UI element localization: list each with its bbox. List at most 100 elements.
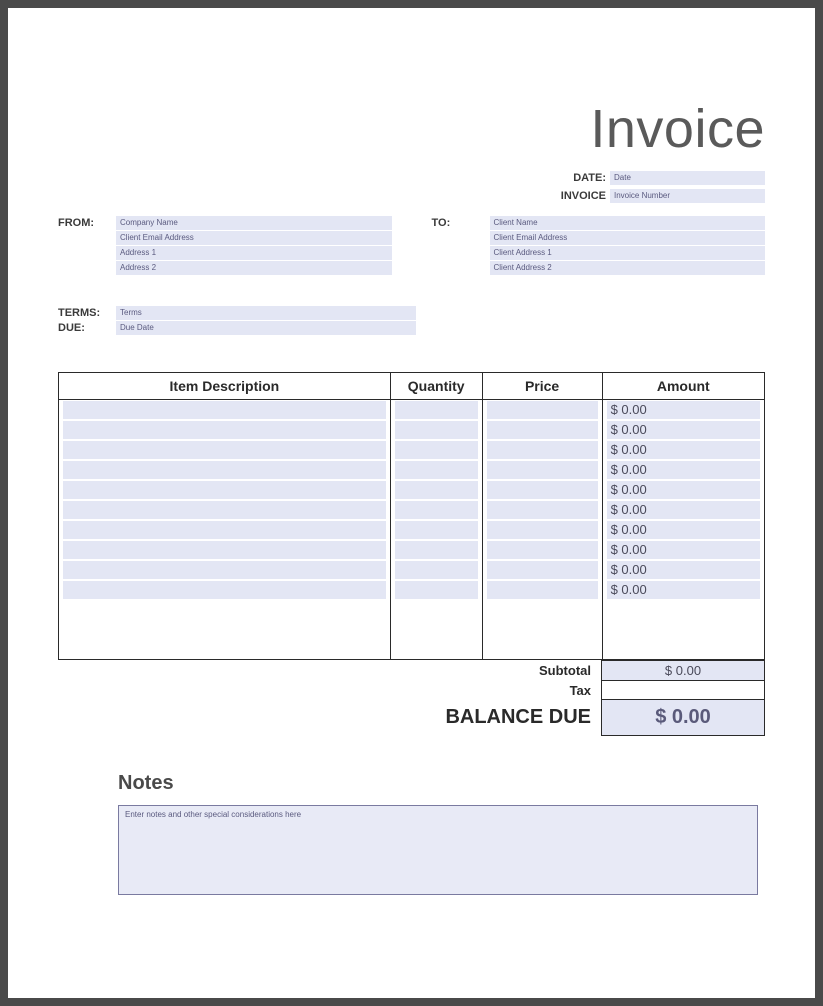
cell-amount: $ 0.00 <box>602 460 764 480</box>
from-company-field[interactable]: Company Name <box>116 216 392 230</box>
cell-amount: $ 0.00 <box>602 520 764 540</box>
cell-quantity[interactable] <box>390 460 482 480</box>
amount-value: $ 0.00 <box>611 542 647 557</box>
amount-value: $ 0.00 <box>611 522 647 537</box>
amount-value: $ 0.00 <box>611 582 647 597</box>
table-row: $ 0.00 <box>59 440 765 460</box>
cell-price[interactable] <box>482 480 602 500</box>
terms-field[interactable]: Terms <box>116 306 416 320</box>
table-row: $ 0.00 <box>59 500 765 520</box>
pad-cell <box>390 600 482 660</box>
balance-label: BALANCE DUE <box>432 700 602 736</box>
cell-description[interactable] <box>59 520 391 540</box>
table-row: $ 0.00 <box>59 560 765 580</box>
to-address1-field[interactable]: Client Address 1 <box>490 246 766 260</box>
cell-price[interactable] <box>482 500 602 520</box>
cell-amount: $ 0.00 <box>602 540 764 560</box>
pad-cell <box>59 600 391 660</box>
cell-price[interactable] <box>482 540 602 560</box>
pad-cell <box>482 600 602 660</box>
cell-amount: $ 0.00 <box>602 560 764 580</box>
table-pad-row <box>59 600 765 660</box>
table-row: $ 0.00 <box>59 420 765 440</box>
cell-price[interactable] <box>482 440 602 460</box>
terms-label: TERMS: <box>58 306 116 320</box>
cell-description[interactable] <box>59 480 391 500</box>
items-table: Item Description Quantity Price Amount $… <box>58 372 765 660</box>
cell-amount: $ 0.00 <box>602 580 764 600</box>
balance-value: $ 0.00 <box>602 700 765 736</box>
to-email-field[interactable]: Client Email Address <box>490 231 766 245</box>
notes-textarea[interactable]: Enter notes and other special considerat… <box>118 805 758 895</box>
cell-description[interactable] <box>59 460 391 480</box>
tax-row: Tax <box>432 681 765 700</box>
cell-amount: $ 0.00 <box>602 420 764 440</box>
notes-heading: Notes <box>118 772 765 795</box>
totals-block: Subtotal $ 0.00 Tax BALANCE DUE $ 0.00 <box>58 660 765 736</box>
cell-price[interactable] <box>482 400 602 420</box>
cell-description[interactable] <box>59 440 391 460</box>
due-date-field[interactable]: Due Date <box>116 321 416 335</box>
header-description: Item Description <box>59 373 391 400</box>
page-title: Invoice <box>58 98 765 160</box>
subtotal-label: Subtotal <box>432 661 602 681</box>
to-address2-field[interactable]: Client Address 2 <box>490 261 766 275</box>
cell-quantity[interactable] <box>390 440 482 460</box>
table-row: $ 0.00 <box>59 540 765 560</box>
subtotal-value: $ 0.00 <box>602 661 765 681</box>
header-quantity: Quantity <box>390 373 482 400</box>
table-row: $ 0.00 <box>59 460 765 480</box>
amount-value: $ 0.00 <box>611 422 647 437</box>
cell-description[interactable] <box>59 420 391 440</box>
cell-quantity[interactable] <box>390 500 482 520</box>
from-address2-field[interactable]: Address 2 <box>116 261 392 275</box>
cell-amount: $ 0.00 <box>602 500 764 520</box>
cell-price[interactable] <box>482 580 602 600</box>
cell-quantity[interactable] <box>390 560 482 580</box>
amount-value: $ 0.00 <box>611 502 647 517</box>
items-header-row: Item Description Quantity Price Amount <box>59 373 765 400</box>
invoice-number-field[interactable]: Invoice Number <box>610 189 765 203</box>
table-row: $ 0.00 <box>59 520 765 540</box>
header-price: Price <box>482 373 602 400</box>
table-row: $ 0.00 <box>59 580 765 600</box>
pad-cell <box>602 600 764 660</box>
cell-price[interactable] <box>482 420 602 440</box>
invoice-number-label: INVOICE <box>561 190 606 202</box>
header-amount: Amount <box>602 373 764 400</box>
table-row: $ 0.00 <box>59 400 765 420</box>
subtotal-row: Subtotal $ 0.00 <box>432 661 765 681</box>
cell-quantity[interactable] <box>390 580 482 600</box>
cell-quantity[interactable] <box>390 420 482 440</box>
cell-quantity[interactable] <box>390 400 482 420</box>
cell-description[interactable] <box>59 580 391 600</box>
cell-amount: $ 0.00 <box>602 480 764 500</box>
tax-label: Tax <box>432 681 602 700</box>
date-label: DATE: <box>573 172 606 184</box>
cell-description[interactable] <box>59 540 391 560</box>
cell-quantity[interactable] <box>390 480 482 500</box>
cell-price[interactable] <box>482 460 602 480</box>
parties-block: FROM: Company Name Client Email Address … <box>58 216 765 276</box>
cell-quantity[interactable] <box>390 520 482 540</box>
to-name-field[interactable]: Client Name <box>490 216 766 230</box>
from-label: FROM: <box>58 216 116 276</box>
meta-block: DATE: Date INVOICE Invoice Number <box>58 168 765 204</box>
cell-price[interactable] <box>482 560 602 580</box>
terms-block: TERMS: DUE: Terms Due Date <box>58 306 765 336</box>
amount-value: $ 0.00 <box>611 442 647 457</box>
table-row: $ 0.00 <box>59 480 765 500</box>
amount-value: $ 0.00 <box>611 462 647 477</box>
cell-description[interactable] <box>59 400 391 420</box>
from-address1-field[interactable]: Address 1 <box>116 246 392 260</box>
cell-price[interactable] <box>482 520 602 540</box>
from-email-field[interactable]: Client Email Address <box>116 231 392 245</box>
cell-description[interactable] <box>59 500 391 520</box>
date-field[interactable]: Date <box>610 171 765 185</box>
amount-value: $ 0.00 <box>611 562 647 577</box>
cell-description[interactable] <box>59 560 391 580</box>
to-block: TO: Client Name Client Email Address Cli… <box>432 216 766 276</box>
cell-amount: $ 0.00 <box>602 440 764 460</box>
cell-quantity[interactable] <box>390 540 482 560</box>
tax-value[interactable] <box>602 681 765 700</box>
